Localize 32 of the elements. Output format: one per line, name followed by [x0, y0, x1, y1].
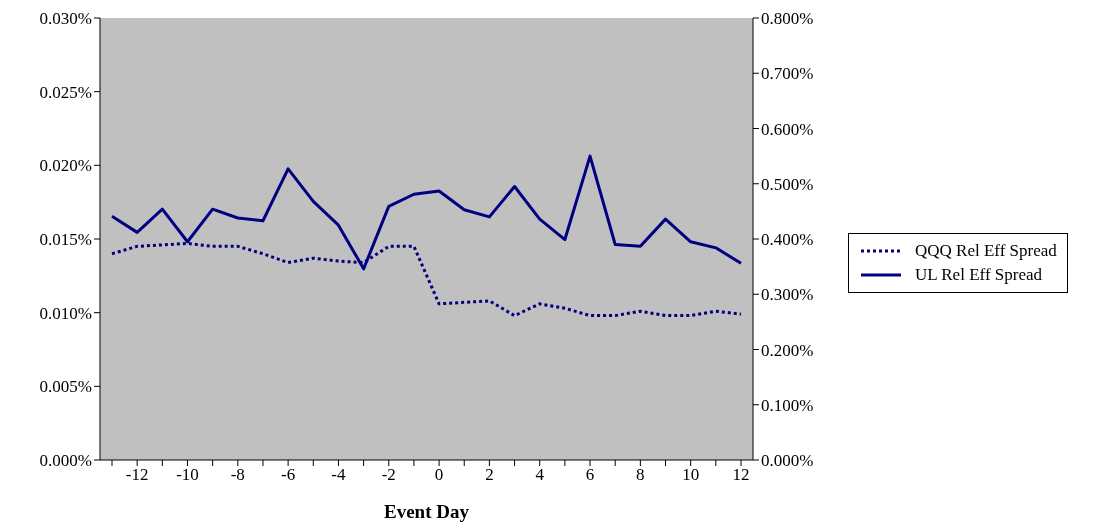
y2-tick-label: 0.000%: [761, 451, 814, 471]
y-tick-label: 0.005%: [39, 377, 92, 397]
y-tick-label: 0.025%: [39, 82, 92, 102]
x-tick-label: 12: [732, 465, 750, 485]
y-tick-label: 0.015%: [39, 230, 92, 250]
y-tick-label: 0.000%: [39, 451, 92, 471]
x-tick-label: 2: [485, 465, 494, 485]
x-tick-label: -8: [230, 465, 245, 485]
legend-label: UL Rel Eff Spread: [915, 265, 1042, 285]
x-tick-label: 4: [535, 465, 545, 485]
x-tick-label: 0: [434, 465, 444, 485]
y2-tick-label: 0.500%: [761, 174, 814, 194]
y2-tick-label: 0.400%: [761, 230, 814, 250]
x-tick-label: -6: [281, 465, 296, 485]
y2-tick-label: 0.100%: [761, 395, 814, 415]
y2-tick-label: 0.600%: [761, 119, 814, 139]
x-tick-label: -2: [381, 465, 396, 485]
x-tick-label: 8: [636, 465, 645, 485]
x-tick-label: -12: [125, 465, 149, 485]
legend-label: QQQ Rel Eff Spread: [915, 241, 1057, 261]
x-tick-label: -4: [331, 465, 347, 485]
y-tick-label: 0.030%: [39, 9, 92, 29]
x-tick-label: 6: [585, 465, 595, 485]
y2-tick-label: 0.800%: [761, 9, 814, 29]
x-tick-label: -10: [176, 465, 199, 485]
x-tick-label: 10: [682, 465, 700, 485]
y2-tick-label: 0.200%: [761, 340, 814, 360]
y-tick-label: 0.010%: [39, 303, 92, 323]
x-axis-title: Event Day: [384, 501, 470, 522]
y2-tick-label: 0.700%: [761, 64, 814, 84]
y2-tick-label: 0.300%: [761, 285, 814, 305]
y-tick-label: 0.020%: [39, 156, 92, 176]
